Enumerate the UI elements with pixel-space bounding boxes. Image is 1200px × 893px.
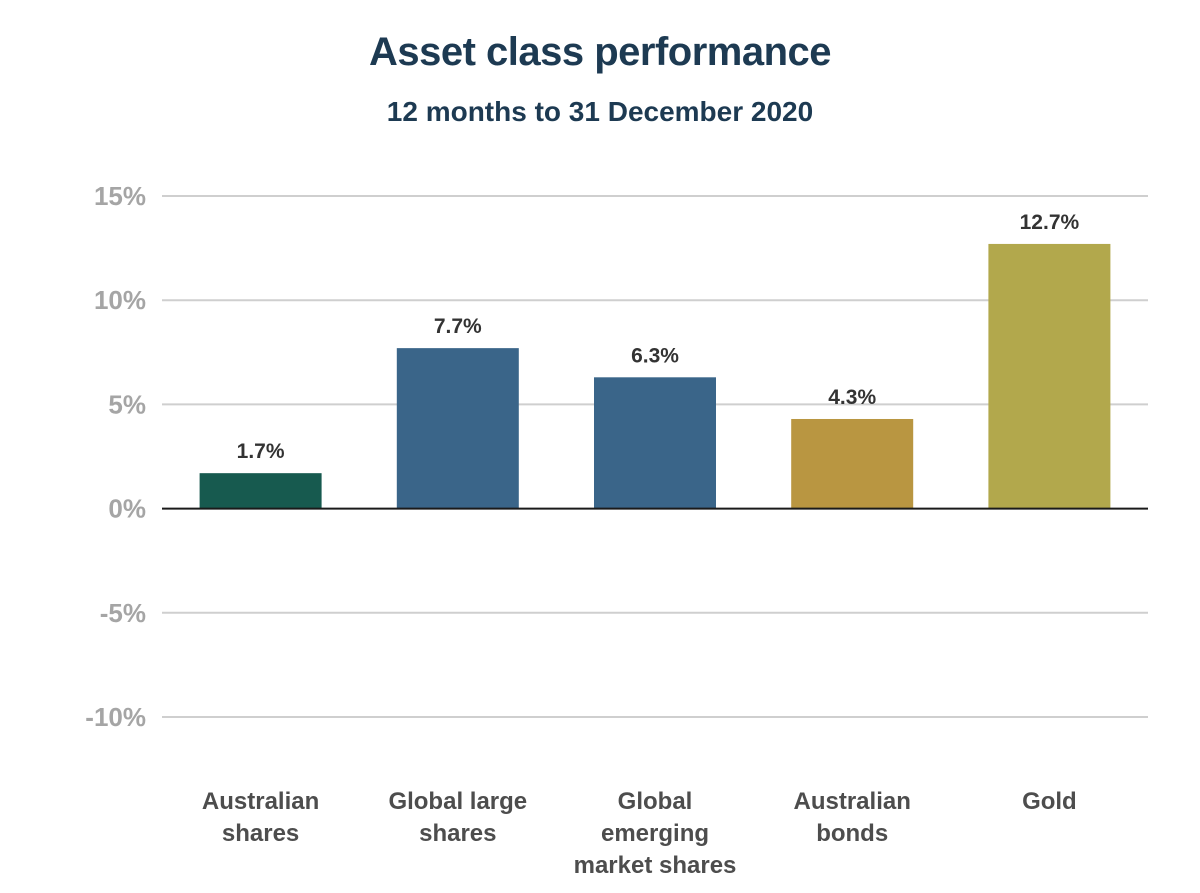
category-label: Global emerging market shares [574,788,737,879]
bar [594,377,716,509]
y-axis-ticks: 15% 10% 5% 0% -5% -10% [85,181,146,732]
data-label: 7.7% [434,315,482,338]
bar [791,418,914,509]
bar [199,473,322,509]
data-label: 4.3% [828,386,876,409]
category-label: Global large shares [388,788,527,847]
y-tick-label: 10% [94,285,146,315]
data-label: 6.3% [631,344,679,367]
bars [199,243,1111,509]
bar [396,348,519,509]
data-labels: 1.7% 7.7% 6.3% 4.3% 12.7% [237,211,1080,463]
y-tick-label: -5% [100,598,146,628]
y-tick-label: 0% [108,494,146,524]
y-tick-label: 5% [108,389,146,419]
chart-subtitle: 12 months to 31 December 2020 [386,96,814,127]
y-tick-label: -10% [85,702,146,732]
bar [988,243,1111,509]
category-label: Australian bonds [794,788,911,847]
data-label: 12.7% [1020,211,1080,234]
chart-title: Asset class performance [368,30,832,74]
category-label: Australian shares [202,788,319,847]
y-tick-label: 15% [94,181,146,211]
category-label: Gold [1022,788,1077,815]
data-label: 1.7% [237,440,285,463]
category-labels: Australian shares Global large shares Global… [202,788,1077,879]
